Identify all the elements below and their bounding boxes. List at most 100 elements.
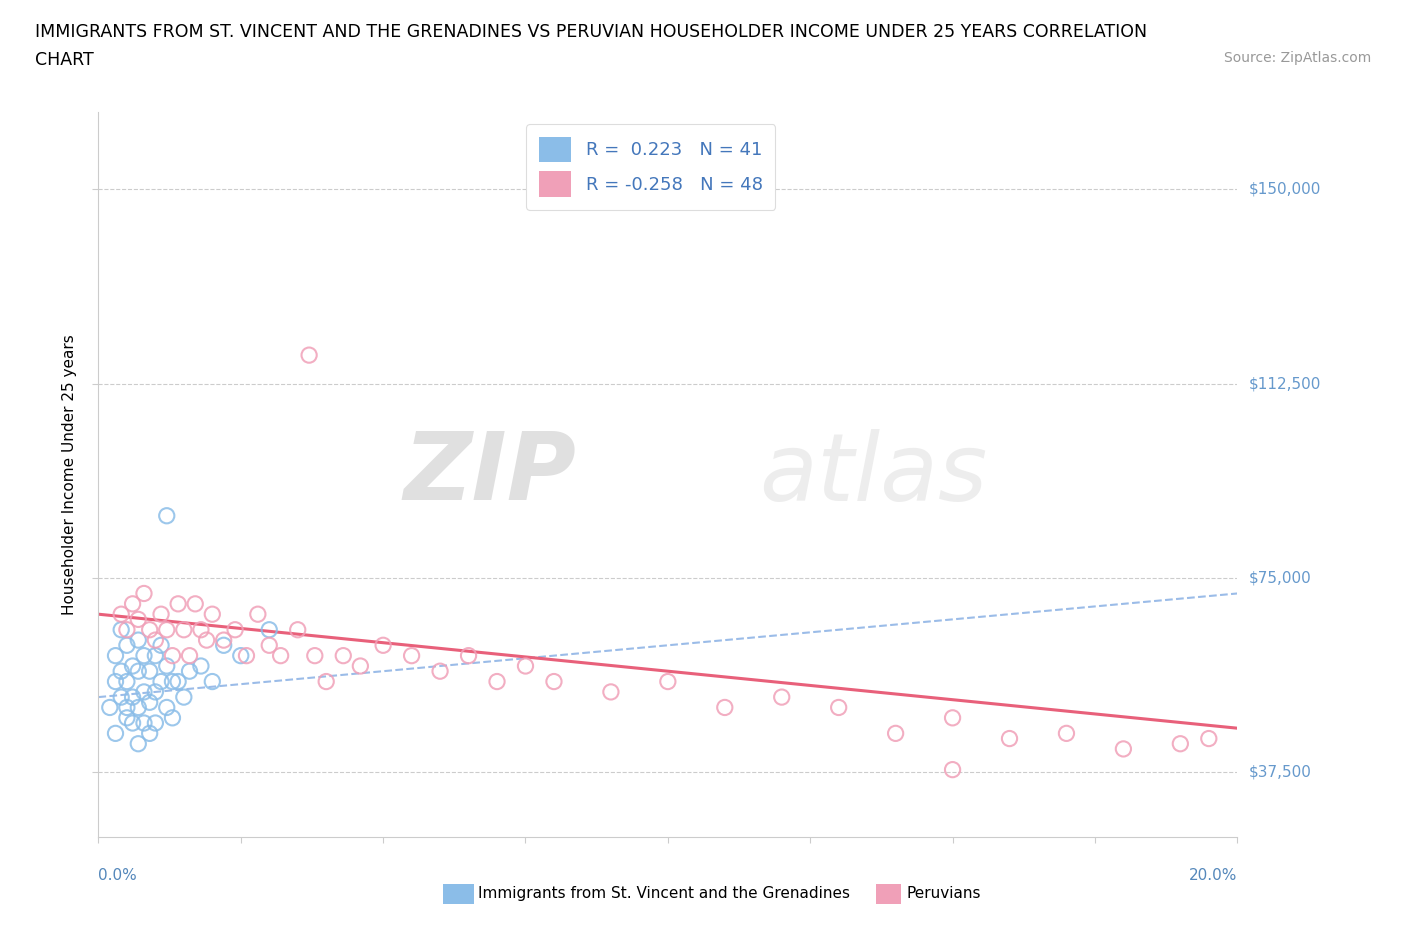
Point <box>600 684 623 699</box>
Point <box>179 664 201 679</box>
Point <box>138 726 160 741</box>
Point <box>110 690 132 705</box>
Point <box>121 690 143 705</box>
Point <box>229 648 252 663</box>
Point <box>121 658 143 673</box>
Text: $75,000: $75,000 <box>1249 570 1312 585</box>
Point <box>110 664 132 679</box>
Point <box>104 726 127 741</box>
Point <box>162 711 184 725</box>
Point <box>515 658 537 673</box>
Point <box>304 648 326 663</box>
Point <box>942 711 965 725</box>
Y-axis label: Householder Income Under 25 years: Householder Income Under 25 years <box>62 334 77 615</box>
Point <box>235 648 257 663</box>
Point <box>373 638 395 653</box>
Point <box>1056 726 1078 741</box>
Point <box>828 700 851 715</box>
Text: 20.0%: 20.0% <box>1189 868 1237 883</box>
Point <box>195 632 218 647</box>
Point <box>401 648 423 663</box>
Point <box>486 674 509 689</box>
Point <box>138 664 160 679</box>
Point <box>115 638 138 653</box>
Point <box>98 700 121 715</box>
Point <box>110 606 132 621</box>
Point <box>259 622 281 637</box>
Point <box>543 674 565 689</box>
Point <box>138 695 160 710</box>
Point <box>156 622 179 637</box>
Point <box>127 632 149 647</box>
Text: Source: ZipAtlas.com: Source: ZipAtlas.com <box>1223 51 1371 65</box>
Point <box>127 612 149 627</box>
Point <box>212 638 235 653</box>
Point <box>150 674 173 689</box>
Point <box>212 632 235 647</box>
Point <box>714 700 737 715</box>
Point <box>132 715 155 730</box>
Point <box>1198 731 1220 746</box>
Text: atlas: atlas <box>759 429 987 520</box>
Point <box>884 726 907 741</box>
Point <box>145 684 167 699</box>
Point <box>190 622 212 637</box>
Point <box>190 658 212 673</box>
Point <box>173 690 195 705</box>
Point <box>127 737 149 751</box>
Point <box>998 731 1021 746</box>
Text: ZIP: ZIP <box>404 429 576 520</box>
Point <box>287 622 309 637</box>
Point <box>132 684 155 699</box>
Point <box>110 622 132 637</box>
Point <box>167 596 190 611</box>
Point <box>457 648 479 663</box>
Point <box>224 622 246 637</box>
Point <box>770 690 793 705</box>
Point <box>349 658 371 673</box>
Point <box>246 606 269 621</box>
Point <box>145 715 167 730</box>
Text: $37,500: $37,500 <box>1249 764 1312 779</box>
Point <box>104 674 127 689</box>
Point <box>156 658 179 673</box>
Point <box>127 700 149 715</box>
Point <box>138 622 160 637</box>
Point <box>173 622 195 637</box>
Point <box>162 674 184 689</box>
Point <box>298 348 321 363</box>
Point <box>429 664 451 679</box>
Point <box>184 596 207 611</box>
Point <box>115 622 138 637</box>
Point <box>1112 741 1135 756</box>
Point <box>332 648 354 663</box>
Text: IMMIGRANTS FROM ST. VINCENT AND THE GRENADINES VS PERUVIAN HOUSEHOLDER INCOME UN: IMMIGRANTS FROM ST. VINCENT AND THE GREN… <box>35 23 1147 41</box>
Text: Immigrants from St. Vincent and the Grenadines: Immigrants from St. Vincent and the Gren… <box>478 886 851 901</box>
Point <box>127 664 149 679</box>
Point <box>115 700 138 715</box>
Point <box>150 606 173 621</box>
Point <box>115 711 138 725</box>
Point <box>259 638 281 653</box>
Point <box>201 606 224 621</box>
Point <box>201 674 224 689</box>
Point <box>132 586 155 601</box>
Point <box>121 715 143 730</box>
Point <box>1170 737 1192 751</box>
Legend: R =  0.223   N = 41, R = -0.258   N = 48: R = 0.223 N = 41, R = -0.258 N = 48 <box>526 125 775 209</box>
Text: $150,000: $150,000 <box>1249 182 1320 197</box>
Point <box>145 648 167 663</box>
Point <box>270 648 292 663</box>
Text: Peruvians: Peruvians <box>907 886 981 901</box>
Point <box>121 596 143 611</box>
Point <box>145 632 167 647</box>
Point <box>132 648 155 663</box>
Point <box>156 700 179 715</box>
Text: 0.0%: 0.0% <box>98 868 138 883</box>
Point <box>104 648 127 663</box>
Point <box>167 674 190 689</box>
Text: CHART: CHART <box>35 51 94 69</box>
Point <box>162 648 184 663</box>
Point <box>150 638 173 653</box>
Text: $112,500: $112,500 <box>1249 376 1320 392</box>
